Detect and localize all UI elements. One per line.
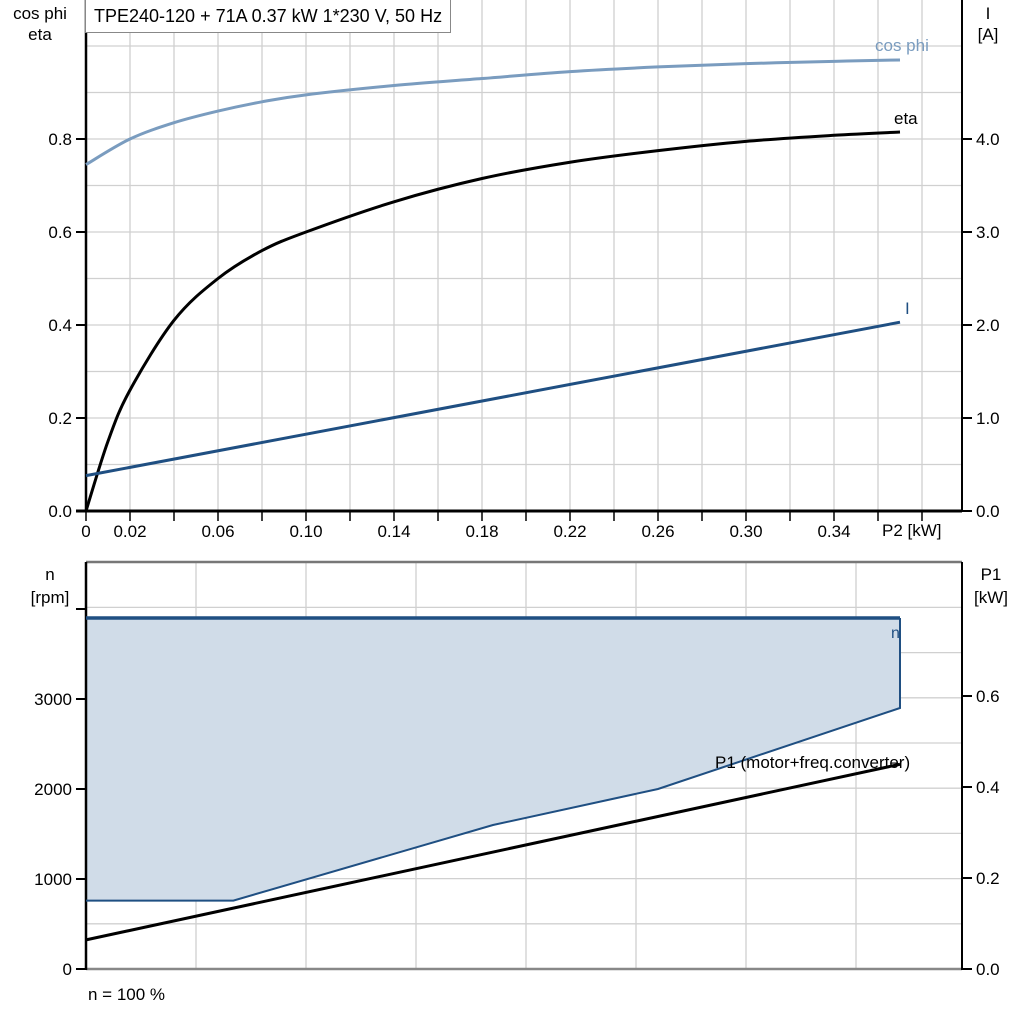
upper-grid <box>86 0 962 511</box>
svg-text:0.4: 0.4 <box>976 778 1000 797</box>
svg-text:0.2: 0.2 <box>976 869 1000 888</box>
svg-text:0.0: 0.0 <box>976 502 1000 521</box>
current-curve <box>85 320 901 478</box>
svg-text:3.0: 3.0 <box>976 223 1000 242</box>
right-axis-label-unit: [A] <box>977 25 999 44</box>
curve-label-eta: eta <box>894 109 918 128</box>
svg-text:0.30: 0.30 <box>729 522 762 541</box>
svg-text:0.14: 0.14 <box>377 522 410 541</box>
lower-axes: 0 1000 2000 3000 0.0 0.2 0.4 0.6 <box>34 560 1000 979</box>
left-axis-label-eta: eta <box>28 25 52 44</box>
lower-left-axis-label-n: n <box>45 565 55 584</box>
lower-left-axis-label-unit: [rpm] <box>30 588 70 607</box>
svg-text:0.6: 0.6 <box>48 223 72 242</box>
x-axis-label: P2 [kW] <box>882 521 942 540</box>
right-axis-label-i: I <box>985 4 991 23</box>
svg-text:0.8: 0.8 <box>48 130 72 149</box>
svg-text:0.26: 0.26 <box>641 522 674 541</box>
chart-title: TPE240-120 + 71A 0.37 kW 1*230 V, 50 Hz <box>85 0 452 33</box>
svg-text:2.0: 2.0 <box>976 316 1000 335</box>
svg-text:0: 0 <box>81 522 90 541</box>
svg-text:3000: 3000 <box>34 690 72 709</box>
svg-text:0.02: 0.02 <box>113 522 146 541</box>
speed-footnote: n = 100 % <box>88 985 166 1004</box>
svg-text:0.18: 0.18 <box>465 522 498 541</box>
speed-range-area <box>86 618 900 901</box>
svg-text:2000: 2000 <box>34 780 72 799</box>
svg-text:0.6: 0.6 <box>976 687 1000 706</box>
cosphi-curve <box>85 58 901 166</box>
svg-text:0: 0 <box>63 960 72 979</box>
svg-text:0.22: 0.22 <box>553 522 586 541</box>
svg-text:4.0: 4.0 <box>976 130 1000 149</box>
svg-text:0.10: 0.10 <box>289 522 322 541</box>
lower-right-axis-label-unit: [kW] <box>974 588 1008 607</box>
eta-curve <box>84 130 901 512</box>
curve-label-cosphi: cos phi <box>875 36 929 55</box>
svg-text:0.06: 0.06 <box>201 522 234 541</box>
upper-axes: 0.0 0.2 0.4 0.6 0.8 0.0 1.0 2.0 3.0 4.0 0 0.02 0.06 0… <box>48 0 1000 541</box>
svg-text:0.0: 0.0 <box>976 960 1000 979</box>
left-axis-label-cosphi: cos phi <box>13 4 67 23</box>
speed-min-boundary <box>86 618 901 902</box>
svg-text:1.0: 1.0 <box>976 409 1000 428</box>
svg-text:0.4: 0.4 <box>48 316 72 335</box>
p1-curve <box>85 762 901 942</box>
curve-label-n: n <box>891 625 900 642</box>
svg-text:0.0: 0.0 <box>48 502 72 521</box>
curve-label-current: I <box>905 299 910 318</box>
svg-text:0.34: 0.34 <box>817 522 850 541</box>
lower-right-axis-label-p1: P1 <box>980 565 1002 584</box>
svg-text:1000: 1000 <box>34 870 72 889</box>
svg-text:0.2: 0.2 <box>48 409 72 428</box>
curve-label-p1: P1 (motor+freq.converter) <box>715 753 911 772</box>
